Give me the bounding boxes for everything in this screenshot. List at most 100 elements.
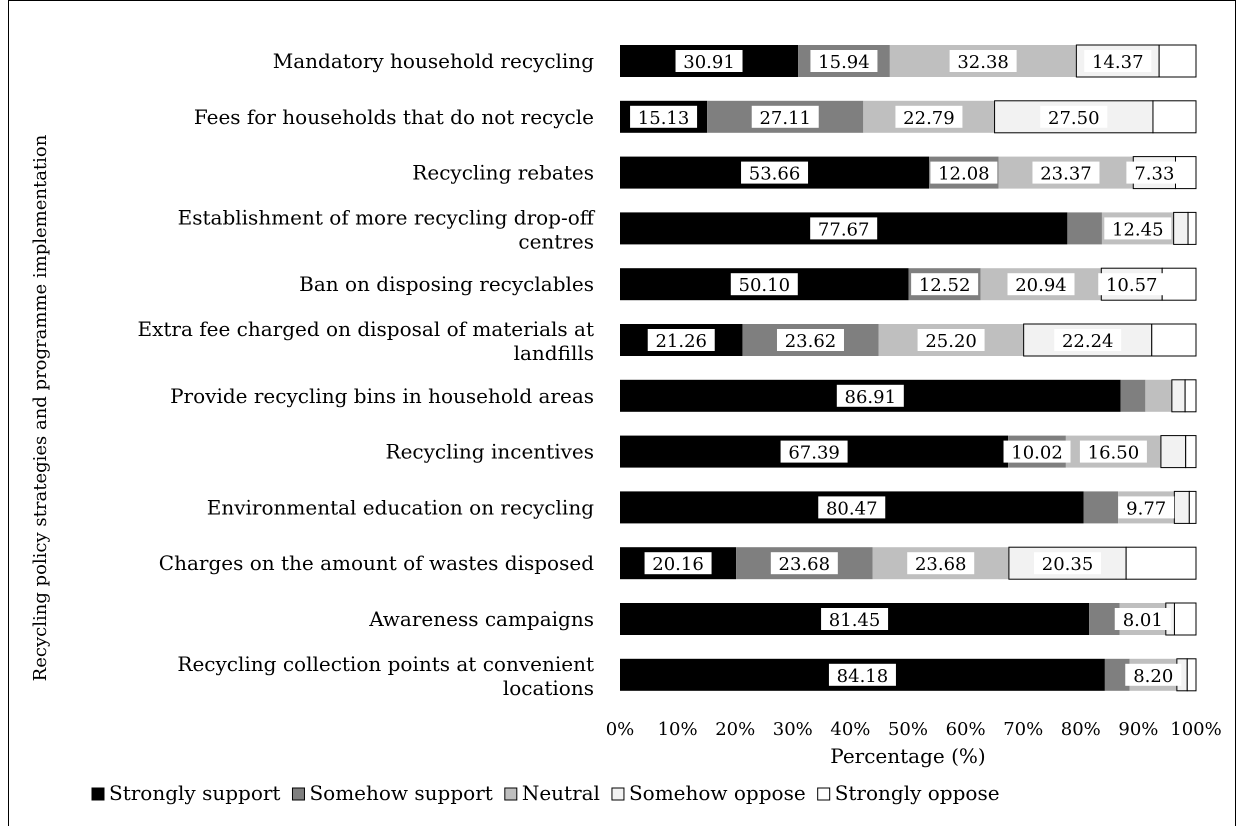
value-label-box [949,50,1017,72]
bar-segment [1185,435,1197,469]
category-label: Provide recycling bins in household area… [170,384,594,408]
bar-segments [620,44,1197,692]
category-label: Establishment of more recycling drop-off [178,205,596,229]
x-axis-ticks: 0% 10% 20% 30% 40% 50% 60% 70% 80% 90% 100% [606,719,1222,740]
value-label: 50.10 [739,275,791,296]
category-label: Awareness campaigns [368,607,594,631]
value-label: 15.94 [818,52,870,73]
category-label: landfills [514,341,594,365]
value-label: 20.35 [1042,554,1094,575]
category-label: Recycling collection points at convenien… [177,652,594,676]
value-label: 23.68 [915,554,967,575]
legend-swatch [504,787,518,801]
value-label-box [1054,329,1122,351]
value-label-box [810,217,878,240]
x-tick-label: 60% [946,719,986,740]
bar-segment [1186,658,1197,692]
value-label: 67.39 [788,443,840,464]
bar-segment [1083,491,1119,524]
y-axis-label: Recycling policy strategies and programm… [30,134,51,681]
value-label-box [821,608,889,630]
category-label: Fees for households that do not recycle [194,105,594,129]
value-label: 10.57 [1106,275,1158,296]
x-axis-label: Percentage (%) [830,744,985,768]
x-tick-label: 30% [773,719,813,740]
value-label: 25.20 [925,331,977,352]
value-label-box [810,50,878,72]
value-label-box [647,329,715,351]
value-label: 12.45 [1112,219,1164,240]
bar-segment [1151,323,1197,357]
value-label: 32.38 [957,52,1009,73]
value-label: 15.13 [638,108,690,129]
bar-segment [1067,212,1102,245]
value-label-box [1032,161,1100,184]
value-label-box [917,329,985,351]
category-label: locations [503,676,594,700]
category-label: Environmental education on recycling [207,495,594,519]
category-label: centres [518,229,594,253]
value-label: 86.91 [845,387,897,408]
category-label: Extra fee charged on disposal of materia… [137,317,594,341]
value-label-box [1104,217,1172,240]
bar-segment [1184,379,1197,413]
value-label: 10.02 [1011,443,1063,464]
value-label: 81.45 [829,610,881,631]
value-label-box [930,161,998,184]
legend: Strongly support Somehow support Neutral So… [91,781,1000,805]
bar-segment [1152,100,1197,134]
value-label: 12.08 [938,164,990,185]
value-label-box [911,273,979,296]
bar-segment [1158,44,1197,78]
category-label: Charges on the amount of wastes disposed [159,551,594,575]
value-label: 53.66 [749,164,801,185]
value-label: 8.20 [1133,666,1173,687]
value-label: 16.50 [1088,443,1140,464]
category-label: Recycling rebates [412,161,594,185]
bar-segment [1160,435,1187,469]
value-labels: 30.91 15.94 32.38 14.37 15.13 27.11 22.79 27.50… [630,50,1183,687]
bar-segment [1173,490,1190,524]
value-label: 22.79 [903,108,955,129]
x-tick-label: 70% [1003,719,1043,740]
value-label-box [1007,273,1075,296]
category-label: Ban on disposing recyclables [299,272,594,296]
value-label: 23.37 [1040,164,1092,185]
value-label-box [1118,496,1175,519]
bar-segment [1173,602,1197,636]
x-tick-label: 10% [658,719,698,740]
legend-label: Strongly support [109,781,280,805]
value-label: 20.94 [1015,275,1067,296]
value-label-box [1126,161,1183,184]
chart-frame [8,0,1236,826]
bar-segment [1125,546,1197,580]
x-tick-label: 90% [1118,719,1158,740]
value-label-box [1034,552,1102,575]
value-label: 12.52 [919,275,971,296]
value-label: 77.67 [818,219,870,240]
legend-swatch [91,787,105,801]
legend-label: Somehow oppose [629,781,806,805]
value-label: 21.26 [655,331,707,352]
value-label-box [675,50,743,72]
bar-segment [1188,490,1197,524]
x-tick-label: 40% [830,719,870,740]
legend-label: Neutral [522,781,600,805]
value-label-box [644,552,712,575]
bar-segment [1173,211,1189,245]
bar-segment [1171,379,1186,413]
value-label-box [1003,440,1071,463]
value-label: 84.18 [837,666,889,687]
value-label: 23.62 [785,331,837,352]
value-label-box [1040,105,1108,128]
x-tick-label: 20% [715,719,755,740]
value-label-box [895,105,963,128]
value-label-box [1079,440,1147,463]
bar-segment [1161,267,1197,301]
value-label: 7.33 [1134,164,1174,185]
category-label: Recycling incentives [386,440,594,464]
legend-label: Somehow support [309,781,492,805]
bar-segment [1120,379,1146,412]
value-label: 14.37 [1092,52,1144,73]
